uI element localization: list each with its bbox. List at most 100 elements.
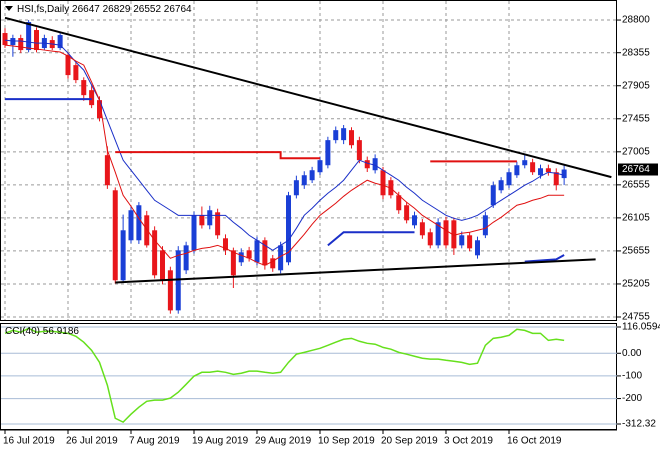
candle-body xyxy=(215,212,221,236)
candle-body xyxy=(490,185,496,206)
candle-body xyxy=(419,222,425,236)
candle-body xyxy=(128,210,134,241)
x-tick-label: 16 Jul 2019 xyxy=(3,436,55,447)
candle-body xyxy=(65,55,71,76)
x-tick-label: 19 Aug 2019 xyxy=(192,436,249,447)
candle-body xyxy=(81,80,87,96)
x-tick-label: 10 Sep 2019 xyxy=(318,436,375,447)
cci-header: CCI(40) 56.9186 xyxy=(5,326,79,337)
x-tick-label: 20 Sep 2019 xyxy=(381,436,438,447)
price-pane xyxy=(0,0,617,321)
candle-body xyxy=(262,240,268,266)
y-tick-label: 27005 xyxy=(622,146,650,157)
candle-body xyxy=(435,222,441,246)
candle-body xyxy=(530,162,536,173)
cci-line xyxy=(4,327,565,424)
level-line xyxy=(524,254,565,263)
candle-body xyxy=(522,160,528,166)
candle-body xyxy=(10,38,16,46)
candle-body xyxy=(167,270,173,311)
candle-body xyxy=(380,170,386,196)
candle-body xyxy=(498,180,504,191)
y-tick-label: 24755 xyxy=(622,312,650,323)
candle-body xyxy=(545,168,551,173)
candle-body xyxy=(18,38,24,51)
y-tick-label: 26105 xyxy=(622,213,650,224)
candle-body xyxy=(34,30,39,51)
candle-body xyxy=(475,240,480,256)
candle-body xyxy=(325,140,331,166)
y-tick-label: 25655 xyxy=(622,246,650,257)
candle-body xyxy=(412,215,417,226)
candle-body xyxy=(467,235,473,249)
candle-body xyxy=(553,172,559,186)
level-line xyxy=(327,231,415,247)
candle-body xyxy=(317,160,323,173)
x-tick-label: 7 Aug 2019 xyxy=(129,436,180,447)
x-tick-label: 26 Jul 2019 xyxy=(66,436,118,447)
candle-body xyxy=(104,155,110,186)
candle-body xyxy=(238,252,244,263)
candle-body xyxy=(309,170,315,181)
last-low: 26552 xyxy=(133,4,161,15)
cci-title: CCI(40) xyxy=(5,326,40,337)
y-tick-label: -312.32 xyxy=(622,419,656,430)
y-tick-label: 28800 xyxy=(622,15,650,26)
candle-body xyxy=(120,230,126,281)
candle-body xyxy=(270,258,276,269)
last-open: 26647 xyxy=(72,4,100,15)
candle-body xyxy=(561,169,567,179)
candle-body xyxy=(286,195,291,263)
x-tick-label: 29 Aug 2019 xyxy=(255,436,312,447)
candle-body xyxy=(207,210,213,226)
candle-body xyxy=(278,245,284,271)
candle-body xyxy=(152,230,158,276)
candle-body xyxy=(427,232,433,246)
candle-body xyxy=(89,90,95,106)
chart-title: HSI,fs,Daily xyxy=(17,4,69,15)
y-tick-label: 116.0594 xyxy=(622,322,660,333)
candle-body xyxy=(482,215,488,236)
candle-body xyxy=(57,35,63,49)
y-tick-label: 25205 xyxy=(622,279,650,290)
candle-body xyxy=(404,205,410,221)
x-tick-label: 3 Oct 2019 xyxy=(444,436,493,447)
candle-body xyxy=(73,65,79,81)
candle-body xyxy=(443,220,449,246)
last-close: 26764 xyxy=(164,4,192,15)
candle-body xyxy=(199,215,205,226)
candle-body xyxy=(293,180,299,196)
candle-body xyxy=(26,22,32,51)
candle-body xyxy=(372,158,378,171)
y-tick-label: 28355 xyxy=(622,47,650,58)
candle-body xyxy=(160,250,165,281)
candle-body xyxy=(246,250,252,259)
candle-body xyxy=(2,33,8,46)
y-tick-label: -100 xyxy=(622,371,642,382)
candle-body xyxy=(333,130,339,141)
candle-body xyxy=(183,245,189,271)
current-price-label: 26764 xyxy=(622,164,650,175)
x-tick-label: 16 Oct 2019 xyxy=(507,436,562,447)
y-tick-label: 26555 xyxy=(622,179,650,190)
candle-body xyxy=(349,130,354,146)
trend-line xyxy=(115,258,596,284)
candle-body xyxy=(451,220,457,249)
candle-body xyxy=(223,238,228,251)
y-tick-label: 27905 xyxy=(622,80,650,91)
candle-body xyxy=(191,215,197,251)
level-line xyxy=(115,151,320,160)
candle-body xyxy=(301,175,307,186)
moving-average xyxy=(4,44,565,266)
y-tick-label: -200 xyxy=(622,393,642,404)
candle-body xyxy=(459,235,465,246)
current-price-box xyxy=(618,163,658,176)
candle-body xyxy=(230,250,236,276)
candle-body xyxy=(144,215,150,246)
candle-body xyxy=(514,165,520,176)
last-high: 26829 xyxy=(103,4,131,15)
menu-icon[interactable] xyxy=(5,6,13,11)
candle-body xyxy=(364,160,370,169)
